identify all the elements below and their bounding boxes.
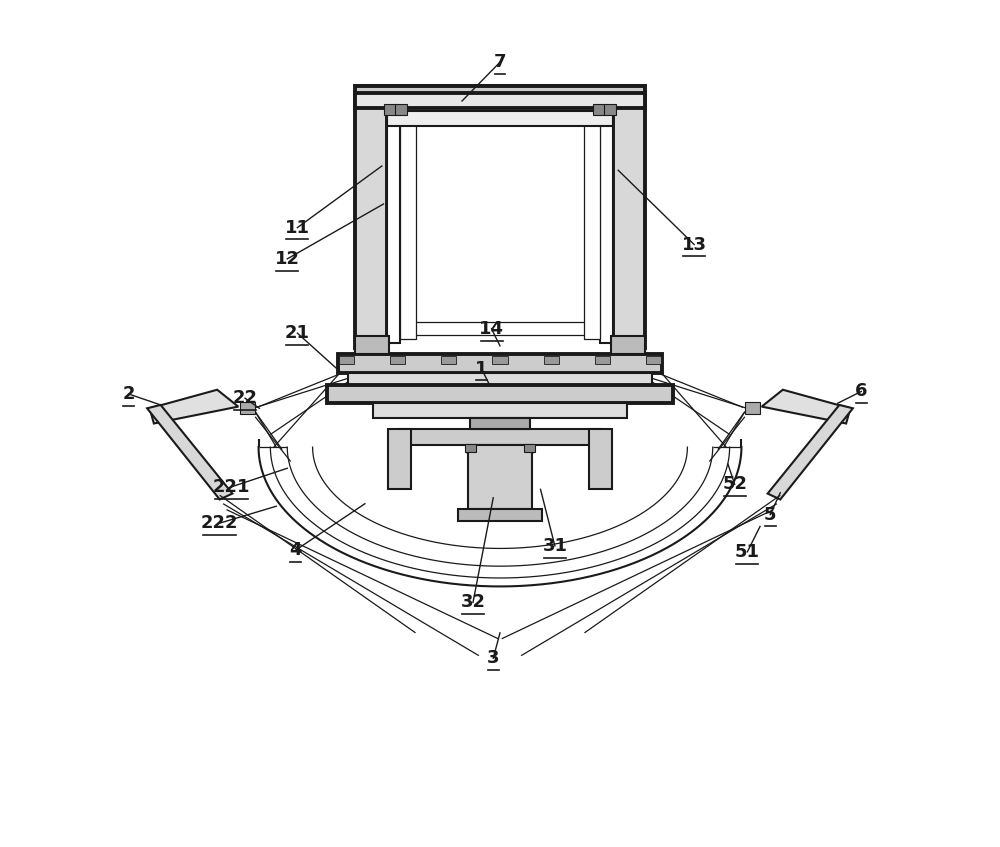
Text: 22: 22 — [233, 389, 258, 407]
Bar — [355, 107, 387, 347]
Bar — [355, 92, 645, 108]
Text: 4: 4 — [289, 541, 302, 559]
Bar — [458, 509, 542, 522]
Bar — [338, 354, 662, 373]
Text: 32: 32 — [460, 594, 485, 612]
Text: 12: 12 — [275, 250, 300, 268]
Bar — [339, 356, 354, 363]
Bar — [600, 111, 613, 343]
Bar — [589, 429, 612, 490]
Bar — [348, 373, 652, 385]
Bar — [613, 107, 645, 347]
Bar — [468, 446, 532, 509]
Bar — [544, 356, 559, 363]
Text: 5: 5 — [764, 506, 776, 523]
Bar — [384, 104, 396, 114]
Bar — [492, 356, 508, 363]
Bar — [373, 403, 627, 418]
Bar — [745, 402, 760, 414]
Text: 31: 31 — [542, 537, 567, 555]
Bar — [470, 418, 530, 429]
Text: 51: 51 — [735, 543, 760, 561]
Bar — [355, 335, 389, 354]
Bar — [441, 356, 456, 363]
Bar — [327, 385, 673, 403]
Bar — [240, 402, 255, 414]
Bar — [524, 444, 535, 452]
Text: 13: 13 — [682, 235, 707, 253]
Text: 221: 221 — [213, 478, 250, 495]
Polygon shape — [762, 390, 850, 424]
Text: 21: 21 — [285, 324, 310, 342]
Bar — [646, 356, 661, 363]
Bar — [611, 335, 645, 354]
Bar — [387, 111, 613, 126]
Bar — [604, 104, 616, 114]
Bar — [593, 104, 605, 114]
Bar — [399, 429, 601, 446]
Polygon shape — [768, 405, 853, 500]
Bar — [595, 356, 610, 363]
Text: 11: 11 — [285, 219, 310, 236]
Text: 1: 1 — [475, 360, 488, 378]
Bar — [356, 86, 644, 104]
Bar — [387, 111, 400, 343]
Polygon shape — [150, 390, 238, 424]
Bar — [388, 429, 411, 490]
Text: 14: 14 — [479, 320, 504, 338]
Bar — [465, 444, 476, 452]
Bar — [390, 356, 405, 363]
Text: 7: 7 — [494, 53, 506, 71]
Bar — [355, 86, 645, 107]
Text: 222: 222 — [201, 514, 238, 532]
Text: 52: 52 — [722, 475, 747, 493]
Bar — [584, 111, 600, 339]
Bar — [395, 104, 407, 114]
Text: 2: 2 — [122, 385, 135, 403]
Polygon shape — [147, 405, 232, 500]
Bar — [400, 111, 416, 339]
Bar — [356, 86, 644, 104]
Text: 6: 6 — [855, 382, 868, 401]
Text: 3: 3 — [487, 649, 499, 667]
